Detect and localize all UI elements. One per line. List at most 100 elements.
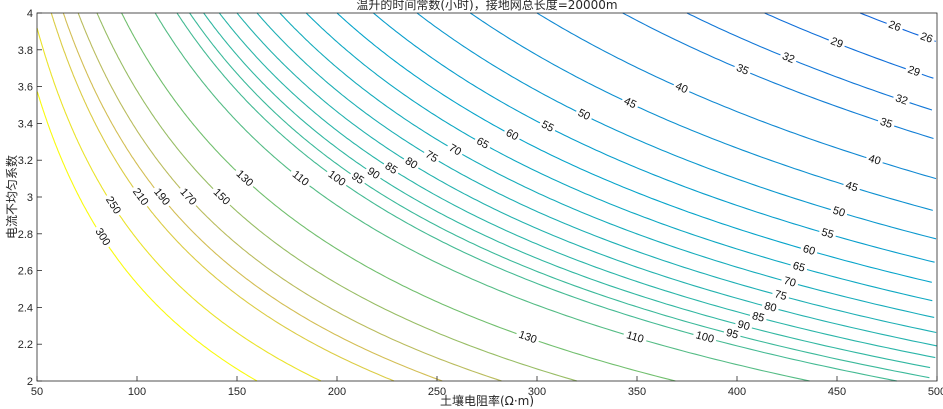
- y-tick-label: 3.4: [18, 118, 33, 130]
- contour-line-110: [154, 12, 810, 382]
- contour-line-130: [121, 12, 676, 382]
- x-tick-label: 450: [828, 386, 846, 398]
- x-axis: 50 100 150 200 250 300 350 400 450 500: [31, 376, 943, 398]
- contour-label-text: 95: [725, 327, 740, 342]
- contour-label-text: 55: [820, 226, 835, 241]
- contour-line-90: [203, 12, 931, 369]
- contour-line-300: [36, 91, 258, 382]
- contour-label-65: 65: [788, 258, 809, 276]
- contour-label-75: 75: [421, 146, 443, 167]
- contour-label-text: 75: [773, 288, 788, 303]
- contour-label-text: 29: [829, 35, 845, 51]
- contour-line-65: [305, 12, 933, 302]
- contour-label-60: 60: [501, 124, 523, 145]
- y-tick-label: 2.2: [18, 339, 33, 351]
- y-tick-label: 3.6: [18, 82, 33, 94]
- contour-label-text: 80: [403, 155, 420, 172]
- contour-label-text: 95: [349, 170, 366, 187]
- contour-line-40: [536, 12, 937, 180]
- contour-label-text: 32: [780, 50, 796, 66]
- y-tick-label: 2.4: [18, 302, 33, 314]
- contour-line-85: [218, 12, 936, 359]
- contour-label-50: 50: [829, 202, 850, 221]
- contour-label-text: 29: [906, 64, 922, 79]
- y-axis-label: 电流不均匀系数: [4, 155, 19, 239]
- contour-label-32: 32: [891, 90, 912, 109]
- x-tick-label: 400: [728, 386, 746, 398]
- contour-label-text: 40: [673, 80, 689, 96]
- contour-label-26: 26: [916, 28, 937, 47]
- y-tick-label: 3: [27, 192, 33, 204]
- contour-label-85: 85: [380, 158, 402, 179]
- contour-label-130: 130: [514, 326, 542, 348]
- x-tick-label: 150: [228, 386, 246, 398]
- contour-label-text: 35: [878, 116, 893, 131]
- plot-frame: [36, 12, 938, 382]
- contour-label-55: 55: [537, 116, 559, 136]
- contour-label-text: 90: [365, 165, 382, 182]
- x-axis-label: 土壤电阻率(Ω·m): [440, 393, 534, 408]
- contour-label-text: 130: [517, 329, 538, 346]
- x-tick-label: 250: [428, 386, 446, 398]
- contour-label-text: 60: [504, 127, 520, 143]
- contour-label-text: 70: [782, 275, 797, 290]
- contour-label-40: 40: [671, 78, 693, 98]
- contour-label-text: 26: [919, 30, 935, 45]
- contour-label-26: 26: [884, 16, 906, 36]
- contour-line-70: [279, 12, 935, 318]
- contour-label-35: 35: [876, 114, 897, 132]
- contour-label-32: 32: [778, 48, 799, 67]
- y-tick-label: 2.6: [18, 266, 33, 278]
- contour-label-45: 45: [841, 177, 862, 196]
- contour-line-32: [686, 12, 933, 111]
- contour-label-100: 100: [691, 327, 718, 347]
- y-tick-label: 2: [27, 376, 33, 388]
- contour-label-110: 110: [287, 165, 314, 191]
- contour-line-35: [622, 12, 934, 140]
- contour-label-70: 70: [444, 139, 466, 160]
- x-tick-label: 100: [128, 386, 146, 398]
- contour-label-text: 40: [867, 153, 882, 168]
- contour-label-80: 80: [400, 153, 423, 174]
- contour-label-text: 50: [576, 107, 592, 123]
- contour-label-text: 110: [625, 329, 645, 346]
- y-tick-label: 3.8: [18, 45, 33, 57]
- contour-label-85: 85: [748, 308, 769, 326]
- contour-line-80: [236, 12, 938, 347]
- contour-label-29: 29: [903, 62, 925, 80]
- x-tick-label: 350: [628, 386, 646, 398]
- contour-label-50: 50: [573, 104, 595, 125]
- contour-label-29: 29: [826, 33, 848, 52]
- x-tick-label: 500: [928, 386, 943, 398]
- contour-line-75: [256, 12, 937, 334]
- contour-lines: [36, 12, 938, 382]
- contour-label-45: 45: [619, 93, 641, 113]
- contour-label-text: 85: [383, 160, 400, 177]
- contour-label-text: 80: [763, 300, 778, 315]
- chart-title: 温升的时间常数(小时)，接地网总长度=20000m: [356, 0, 617, 12]
- contour-label-text: 35: [734, 62, 750, 78]
- contour-label-95: 95: [347, 168, 369, 189]
- contour-line-55: [373, 12, 935, 263]
- x-tick-label: 200: [328, 386, 346, 398]
- contour-label-65: 65: [472, 133, 494, 153]
- contour-labels: 2626292932323535404045455050555560606565…: [91, 16, 937, 348]
- contour-line-95: [189, 12, 930, 379]
- contour-label-text: 45: [844, 179, 859, 194]
- contour-label-40: 40: [864, 150, 885, 169]
- contour-label-90: 90: [362, 163, 385, 184]
- contour-label-text: 85: [751, 310, 766, 325]
- contour-label-55: 55: [817, 224, 838, 242]
- contour-line-45: [469, 12, 933, 211]
- contour-label-text: 65: [791, 260, 806, 275]
- y-tick-label: 4: [27, 8, 33, 20]
- contour-line-50: [416, 12, 937, 240]
- contour-label-text: 50: [831, 205, 846, 220]
- contour-label-text: 32: [894, 92, 909, 107]
- contour-label-60: 60: [799, 241, 820, 259]
- contour-label-text: 100: [694, 329, 715, 345]
- contour-label-35: 35: [732, 60, 753, 79]
- y-axis: 2 2.2 2.4 2.6 2.8 3 3.2 3.4 3.6 3.8 4: [18, 8, 42, 388]
- contour-label-text: 60: [801, 243, 816, 258]
